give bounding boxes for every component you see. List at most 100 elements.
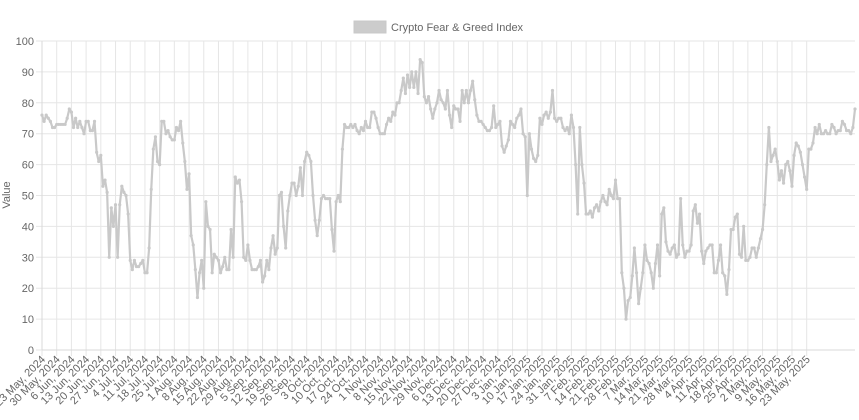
data-point[interactable]: [813, 125, 817, 130]
data-point[interactable]: [592, 206, 597, 210]
data-point[interactable]: [634, 271, 639, 275]
data-point[interactable]: [492, 104, 496, 108]
data-point[interactable]: [748, 255, 752, 259]
data-point[interactable]: [809, 147, 813, 151]
data-point[interactable]: [302, 159, 307, 164]
data-point[interactable]: [603, 200, 607, 204]
data-point[interactable]: [95, 150, 99, 154]
data-point[interactable]: [521, 132, 525, 136]
data-point[interactable]: [784, 163, 788, 167]
data-point[interactable]: [403, 91, 408, 96]
data-point[interactable]: [99, 153, 103, 157]
data-point[interactable]: [189, 234, 193, 238]
data-point[interactable]: [90, 129, 95, 133]
data-point[interactable]: [197, 271, 202, 275]
data-point[interactable]: [756, 246, 760, 250]
data-point[interactable]: [183, 159, 187, 164]
data-point[interactable]: [408, 85, 412, 89]
data-point[interactable]: [700, 249, 704, 253]
data-point[interactable]: [853, 107, 857, 111]
data-point[interactable]: [311, 193, 315, 198]
data-point[interactable]: [235, 181, 239, 185]
data-point[interactable]: [239, 200, 244, 204]
data-point[interactable]: [433, 107, 437, 111]
data-point[interactable]: [71, 125, 76, 130]
data-point[interactable]: [69, 110, 74, 114]
data-point[interactable]: [63, 122, 67, 127]
data-point[interactable]: [424, 101, 429, 105]
data-point[interactable]: [105, 190, 109, 195]
data-point[interactable]: [620, 271, 624, 275]
data-point[interactable]: [78, 119, 82, 123]
data-point[interactable]: [479, 119, 483, 123]
data-point[interactable]: [118, 203, 122, 207]
data-point[interactable]: [721, 271, 725, 275]
data-point[interactable]: [391, 110, 395, 114]
data-point[interactable]: [185, 187, 189, 191]
data-point[interactable]: [151, 147, 155, 151]
data-point[interactable]: [223, 255, 227, 259]
data-point[interactable]: [40, 113, 44, 117]
data-point[interactable]: [181, 141, 185, 145]
data-point[interactable]: [221, 264, 225, 269]
data-point[interactable]: [815, 132, 819, 136]
data-point[interactable]: [536, 153, 540, 157]
data-point[interactable]: [632, 246, 637, 250]
data-point[interactable]: [216, 258, 221, 262]
data-point[interactable]: [443, 107, 447, 111]
data-point[interactable]: [307, 153, 311, 157]
data-point[interactable]: [687, 249, 691, 253]
data-point[interactable]: [292, 181, 296, 185]
data-point[interactable]: [683, 255, 687, 259]
data-point[interactable]: [767, 125, 771, 130]
data-point[interactable]: [611, 196, 616, 201]
data-point[interactable]: [332, 249, 336, 253]
data-point[interactable]: [269, 246, 273, 250]
data-point[interactable]: [401, 76, 405, 80]
data-point[interactable]: [605, 203, 609, 207]
data-point[interactable]: [534, 159, 538, 164]
data-point[interactable]: [595, 203, 599, 207]
data-point[interactable]: [468, 88, 473, 93]
data-point[interactable]: [399, 88, 403, 93]
data-point[interactable]: [113, 203, 118, 207]
data-point[interactable]: [674, 255, 679, 259]
data-point[interactable]: [254, 268, 258, 272]
data-point[interactable]: [716, 258, 721, 262]
data-point[interactable]: [363, 119, 368, 123]
data-point[interactable]: [313, 218, 317, 222]
data-point[interactable]: [828, 132, 832, 136]
data-point[interactable]: [639, 286, 643, 290]
data-point[interactable]: [275, 246, 279, 250]
data-point[interactable]: [139, 261, 143, 266]
data-point[interactable]: [288, 193, 292, 198]
data-point[interactable]: [342, 122, 347, 127]
data-point[interactable]: [420, 61, 424, 65]
data-point[interactable]: [298, 166, 302, 170]
data-point[interactable]: [565, 125, 569, 130]
data-point[interactable]: [208, 227, 212, 232]
data-point[interactable]: [489, 125, 494, 130]
data-point[interactable]: [662, 206, 666, 210]
data-point[interactable]: [737, 252, 742, 256]
data-point[interactable]: [525, 193, 529, 198]
data-point[interactable]: [357, 132, 361, 136]
data-point[interactable]: [158, 163, 162, 167]
data-point[interactable]: [429, 107, 433, 111]
data-point[interactable]: [540, 122, 544, 127]
data-point[interactable]: [256, 264, 260, 269]
data-point[interactable]: [502, 150, 506, 154]
data-point[interactable]: [529, 147, 534, 151]
data-point[interactable]: [552, 116, 557, 120]
data-point[interactable]: [328, 196, 332, 201]
data-point[interactable]: [588, 209, 592, 213]
data-point[interactable]: [559, 116, 563, 120]
data-point[interactable]: [613, 178, 618, 182]
data-point[interactable]: [414, 70, 418, 74]
data-point[interactable]: [462, 101, 466, 105]
data-point[interactable]: [851, 125, 855, 130]
data-point[interactable]: [607, 187, 611, 191]
data-point[interactable]: [746, 258, 750, 262]
data-point[interactable]: [760, 227, 765, 232]
data-point[interactable]: [832, 125, 836, 130]
